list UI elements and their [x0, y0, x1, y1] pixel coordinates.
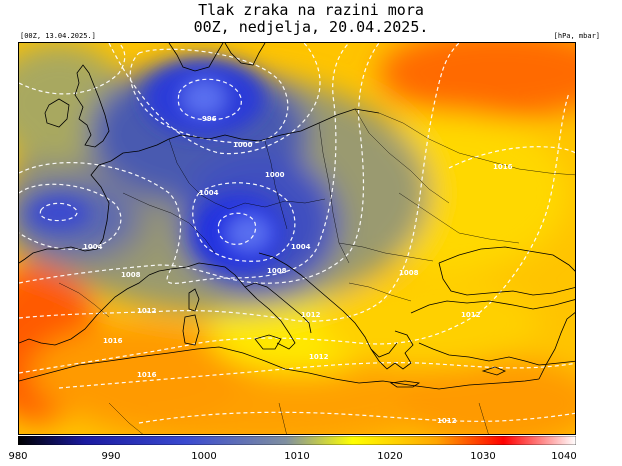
coastlines — [19, 43, 575, 390]
colorbar-tick: 1040 — [551, 451, 577, 462]
colorbar-gradient — [18, 436, 576, 445]
colorbar-tick: 990 — [101, 451, 121, 462]
colorbar-tick: 1020 — [377, 451, 403, 462]
contour-label: 1004 — [291, 243, 311, 251]
map-subtitle: 00Z, nedjelja, 20.04.2025. — [193, 18, 429, 36]
pressure-colorbar — [18, 436, 576, 445]
contour-label: 1008 — [399, 269, 419, 277]
isobars — [19, 43, 575, 424]
contour-label: 996 — [202, 115, 217, 123]
colorbar-tick: 1000 — [191, 451, 217, 462]
contour-label: 1016 — [103, 337, 123, 345]
pressure-map: 996 1000 1000 1004 1004 1004 1008 1008 1… — [18, 42, 576, 435]
contour-label: 1008 — [121, 271, 141, 279]
colorbar-tick: 980 — [8, 451, 28, 462]
model-run-label: [00Z, 13.04.2025.] — [20, 32, 96, 40]
unit-label: [hPa, mbar] — [553, 32, 600, 40]
contour-labels: 996 1000 1000 1004 1004 1004 1008 1008 1… — [83, 115, 513, 425]
contour-label: 1012 — [461, 311, 481, 319]
contour-label: 1000 — [265, 171, 285, 179]
contour-label: 1012 — [437, 417, 457, 425]
contour-label: 1004 — [83, 243, 103, 251]
colorbar-tick: 1030 — [470, 451, 496, 462]
contour-label: 1016 — [493, 163, 513, 171]
colorbar-tick: 1010 — [284, 451, 310, 462]
low-pressure-centers — [29, 60, 284, 271]
contour-label: 1016 — [137, 371, 157, 379]
contour-label: 1008 — [267, 267, 287, 275]
contour-label: 1000 — [233, 141, 253, 149]
map-title: Tlak zraka na razini mora — [198, 1, 424, 19]
country-borders — [58, 108, 575, 434]
pressure-map-svg: 996 1000 1000 1004 1004 1004 1008 1008 1… — [19, 43, 575, 434]
contour-label: 1012 — [309, 353, 329, 361]
contour-label: 1012 — [137, 307, 157, 315]
contour-label: 1004 — [199, 189, 219, 197]
contour-label: 1012 — [301, 311, 321, 319]
